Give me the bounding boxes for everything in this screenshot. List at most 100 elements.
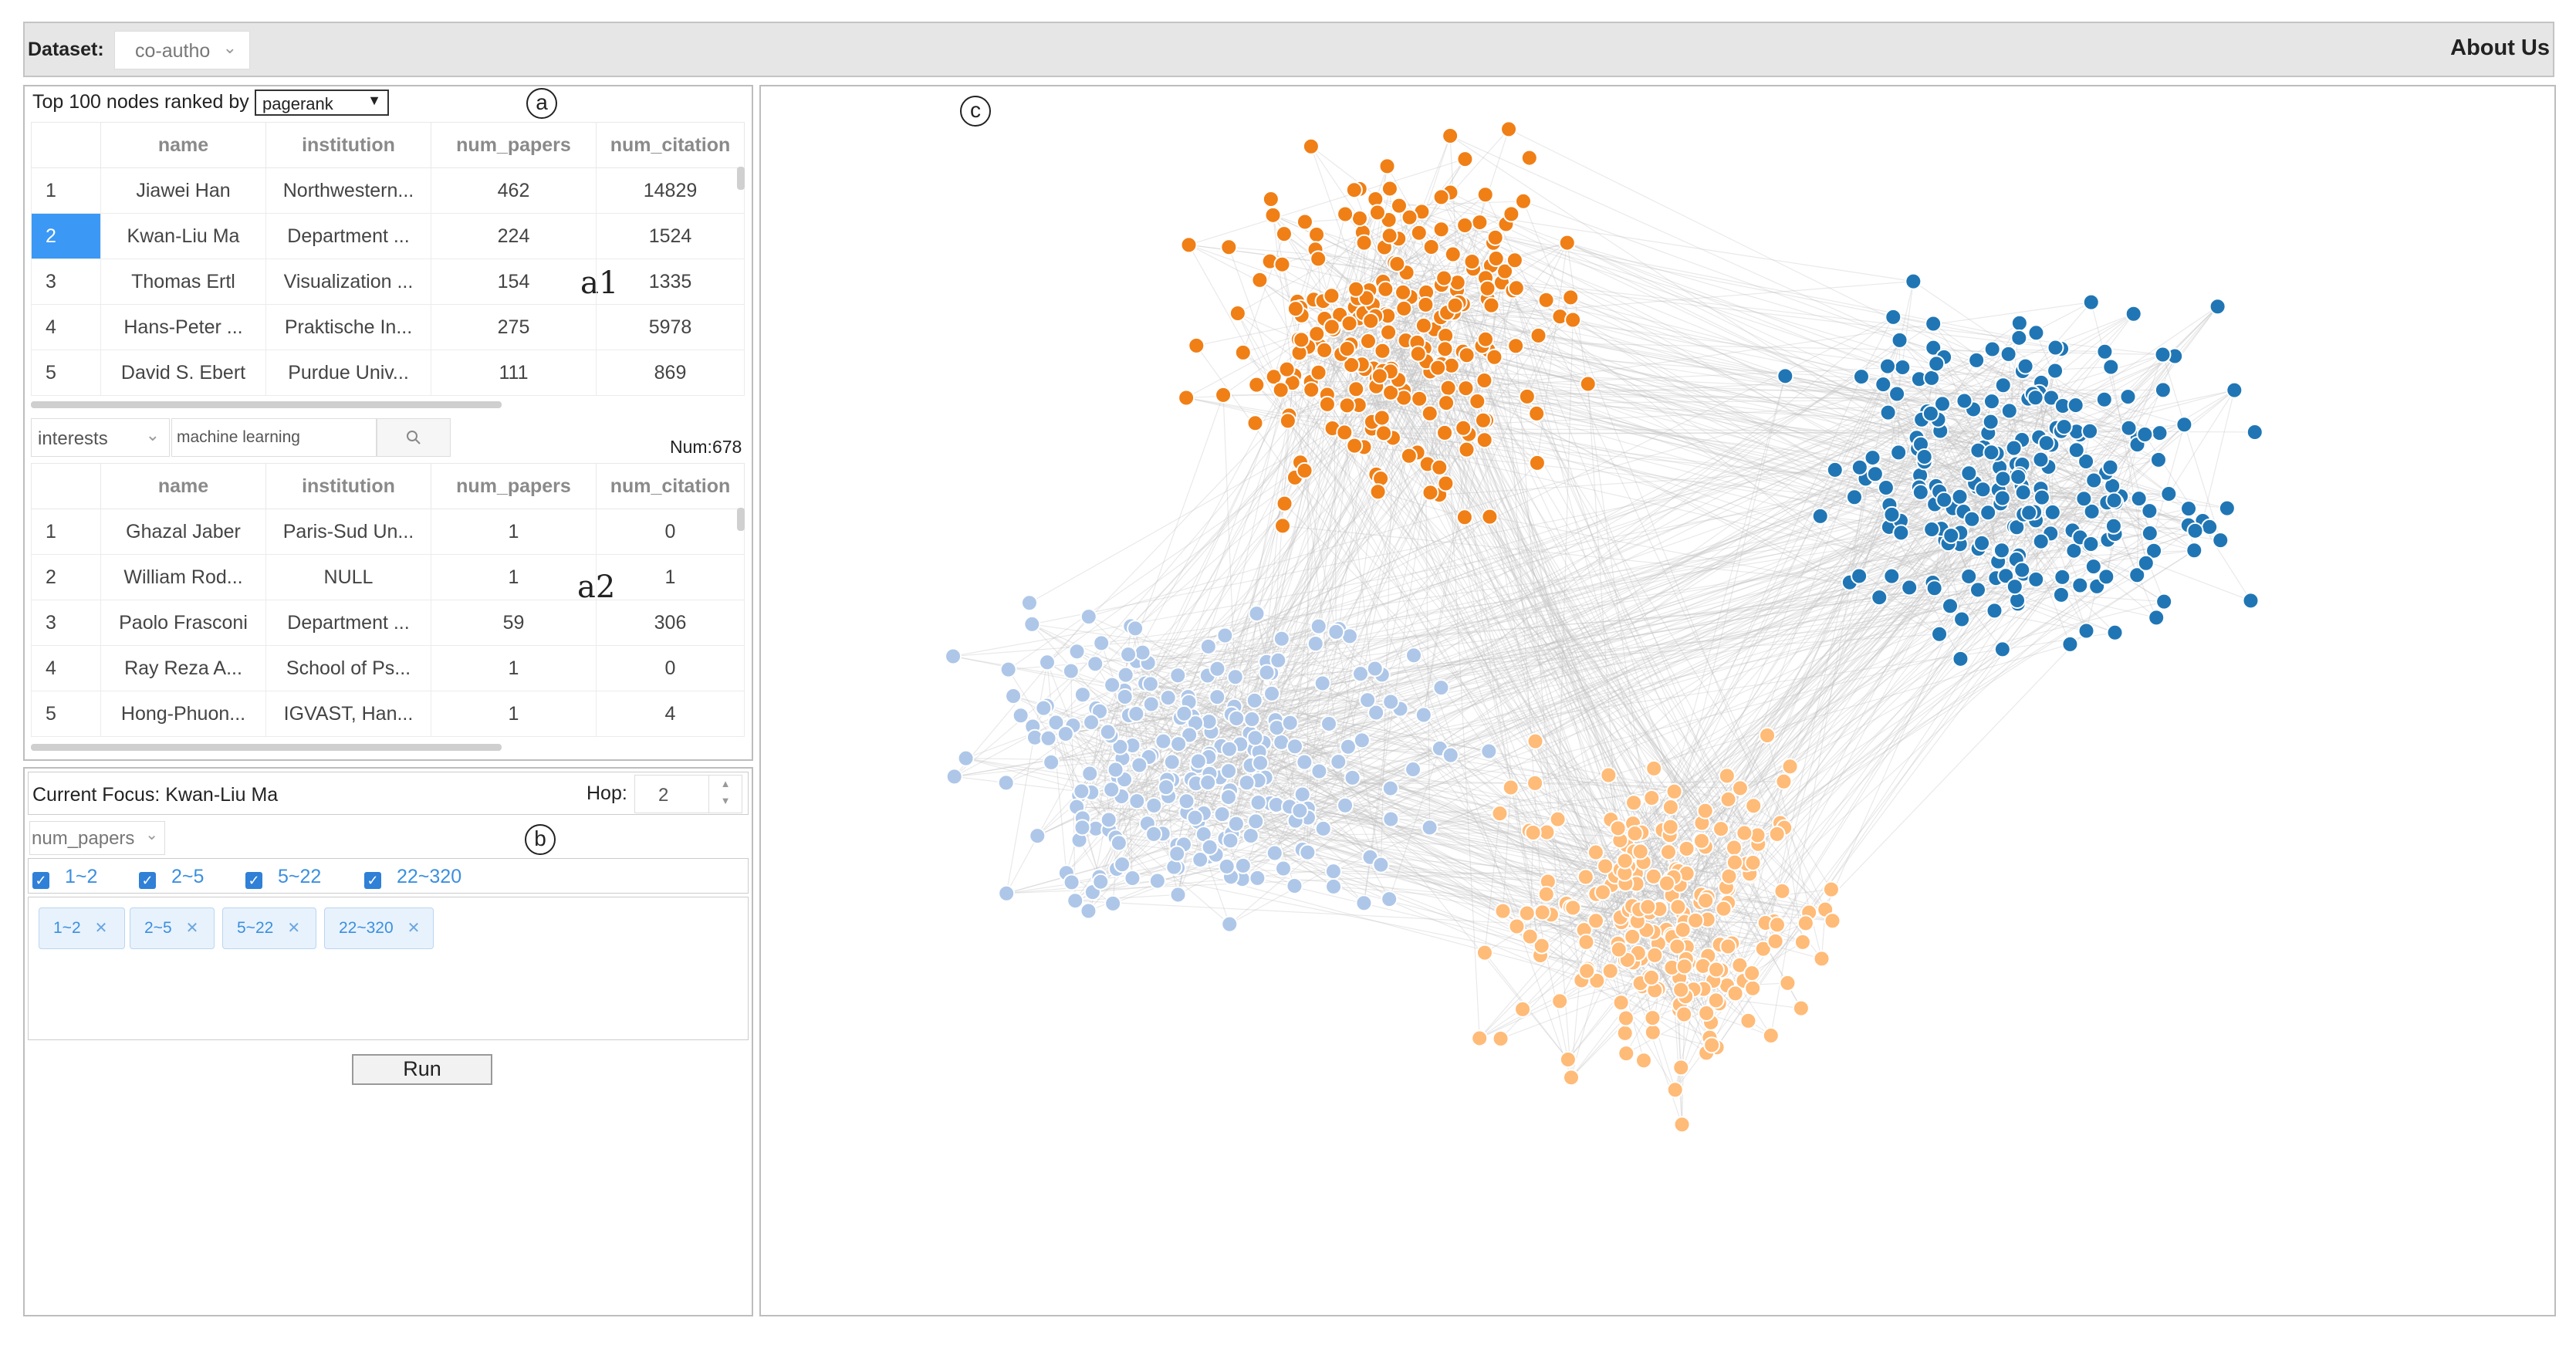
graph-node[interactable] — [1394, 283, 1412, 301]
graph-node[interactable] — [2102, 358, 2120, 376]
graph-node[interactable] — [1824, 912, 1841, 930]
graph-node[interactable] — [1953, 610, 1971, 628]
graph-node[interactable] — [1781, 758, 1799, 776]
graph-node[interactable] — [1114, 856, 1131, 874]
graph-node[interactable] — [1199, 637, 1217, 655]
graph-node[interactable] — [1286, 877, 1303, 895]
graph-node[interactable] — [1279, 412, 1296, 430]
graph-node[interactable] — [1678, 840, 1695, 857]
graph-node[interactable] — [1480, 742, 1498, 760]
graph-node[interactable] — [2071, 576, 2089, 594]
checkbox-checked-icon[interactable]: ✓ — [32, 872, 49, 889]
graph-node[interactable] — [1956, 392, 1973, 410]
range-checkbox-2[interactable]: ✓ 2~5 — [139, 866, 204, 889]
graph-node[interactable] — [1933, 395, 1951, 413]
graph-node[interactable] — [2084, 558, 2102, 576]
graph-node[interactable] — [1494, 902, 1512, 920]
graph-node[interactable] — [1979, 504, 1997, 522]
graph-node[interactable] — [1422, 484, 1439, 502]
graph-node[interactable] — [1905, 272, 1922, 290]
graph-node[interactable] — [1923, 369, 1941, 387]
graph-node[interactable] — [1302, 137, 1320, 155]
graph-node[interactable] — [2149, 451, 2167, 468]
graph-node[interactable] — [1323, 287, 1340, 305]
graph-node[interactable] — [1377, 280, 1394, 298]
graph-node[interactable] — [1293, 786, 1311, 803]
graph-node[interactable] — [1313, 674, 1331, 692]
graph-node[interactable] — [1672, 981, 1690, 999]
graph-node[interactable] — [1116, 688, 1134, 705]
graph-node[interactable] — [1272, 381, 1290, 399]
graph-node[interactable] — [1163, 753, 1181, 771]
graph-node[interactable] — [1963, 510, 1981, 528]
graph-node[interactable] — [2226, 381, 2243, 399]
graph-node[interactable] — [1238, 774, 1256, 792]
graph-node[interactable] — [1296, 753, 1313, 771]
graph-node[interactable] — [1100, 811, 1117, 829]
graph-node[interactable] — [1276, 495, 1293, 512]
graph-node[interactable] — [1338, 397, 1356, 414]
graph-node[interactable] — [1558, 234, 1576, 252]
graph-node[interactable] — [1345, 181, 1363, 199]
graph-node[interactable] — [1877, 478, 1895, 496]
graph-node[interactable] — [2033, 488, 2050, 506]
graph-node[interactable] — [999, 661, 1017, 678]
graph-node[interactable] — [1923, 521, 1941, 539]
graph-node[interactable] — [1159, 689, 1177, 707]
graph-node[interactable] — [2081, 422, 2099, 440]
graph-node[interactable] — [2010, 314, 2028, 332]
graph-node[interactable] — [1415, 706, 1432, 724]
graph-node[interactable] — [1056, 725, 1074, 742]
graph-node[interactable] — [1526, 774, 1544, 792]
graph-node[interactable] — [1219, 788, 1237, 806]
graph-node[interactable] — [1320, 715, 1338, 732]
graph-node[interactable] — [2014, 484, 2032, 502]
graph-node[interactable] — [2151, 424, 2169, 442]
graph-node[interactable] — [1518, 904, 1536, 922]
graph-node[interactable] — [957, 749, 975, 767]
close-icon[interactable]: ✕ — [287, 920, 301, 937]
graph-node[interactable] — [1463, 252, 1481, 270]
graph-node[interactable] — [1739, 1012, 1757, 1029]
graph-node[interactable] — [1063, 874, 1080, 891]
graph-node[interactable] — [1500, 120, 1518, 138]
graph-node[interactable] — [1476, 330, 1494, 348]
graph-node[interactable] — [1099, 723, 1117, 741]
graph-node[interactable] — [1697, 892, 1715, 910]
row-index[interactable]: 1 — [31, 167, 101, 214]
graph-node[interactable] — [1506, 252, 1523, 269]
graph-node[interactable] — [1928, 355, 1946, 373]
graph-node[interactable] — [1330, 753, 1347, 771]
graph-node[interactable] — [2141, 525, 2158, 542]
hop-spin-buttons[interactable]: ▲ ▼ — [708, 776, 742, 813]
graph-node[interactable] — [1421, 819, 1438, 836]
table-row[interactable]: 3 Paolo Frasconi Department ... 59 306 — [31, 600, 745, 646]
graph-node[interactable] — [1669, 898, 1687, 916]
graph-node[interactable] — [1644, 1009, 1662, 1027]
graph-node[interactable] — [1369, 483, 1387, 501]
table-row[interactable]: 5 David S. Ebert Purdue Univ... 111 869 — [31, 350, 745, 396]
graph-node[interactable] — [1514, 192, 1532, 210]
graph-node[interactable] — [1639, 898, 1657, 916]
column-header-institution[interactable]: institution — [265, 463, 431, 509]
graph-node[interactable] — [1879, 404, 1897, 421]
graph-node[interactable] — [1178, 792, 1195, 810]
hop-stepper[interactable]: 2 ▲ ▼ — [634, 775, 742, 813]
graph-node[interactable] — [945, 768, 963, 786]
graph-node[interactable] — [1952, 650, 1969, 667]
graph-node[interactable] — [2083, 502, 2101, 520]
graph-node[interactable] — [1726, 839, 1743, 857]
graph-node[interactable] — [1925, 315, 1942, 333]
graph-node[interactable] — [1885, 308, 1902, 326]
graph-node[interactable] — [2154, 346, 2172, 363]
graph-node[interactable] — [1093, 634, 1111, 652]
graph-node[interactable] — [1719, 938, 1737, 955]
graph-node[interactable] — [2160, 485, 2178, 503]
checkbox-checked-icon[interactable]: ✓ — [245, 872, 262, 889]
graph-node[interactable] — [1666, 1081, 1684, 1099]
graph-node[interactable] — [1852, 368, 1870, 386]
graph-node[interactable] — [1417, 296, 1435, 313]
graph-node[interactable] — [1432, 221, 1450, 238]
graph-node[interactable] — [1645, 867, 1662, 885]
graph-node[interactable] — [1625, 794, 1643, 812]
